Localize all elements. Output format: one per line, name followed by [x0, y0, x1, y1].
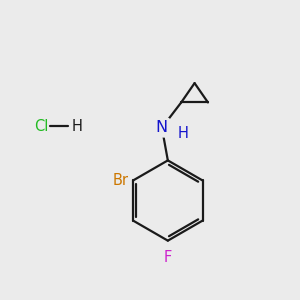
Text: F: F	[164, 250, 172, 265]
Text: N: N	[156, 120, 168, 135]
Text: H: H	[71, 119, 82, 134]
Text: Br: Br	[112, 173, 129, 188]
Text: Cl: Cl	[34, 119, 49, 134]
Text: H: H	[177, 126, 188, 141]
